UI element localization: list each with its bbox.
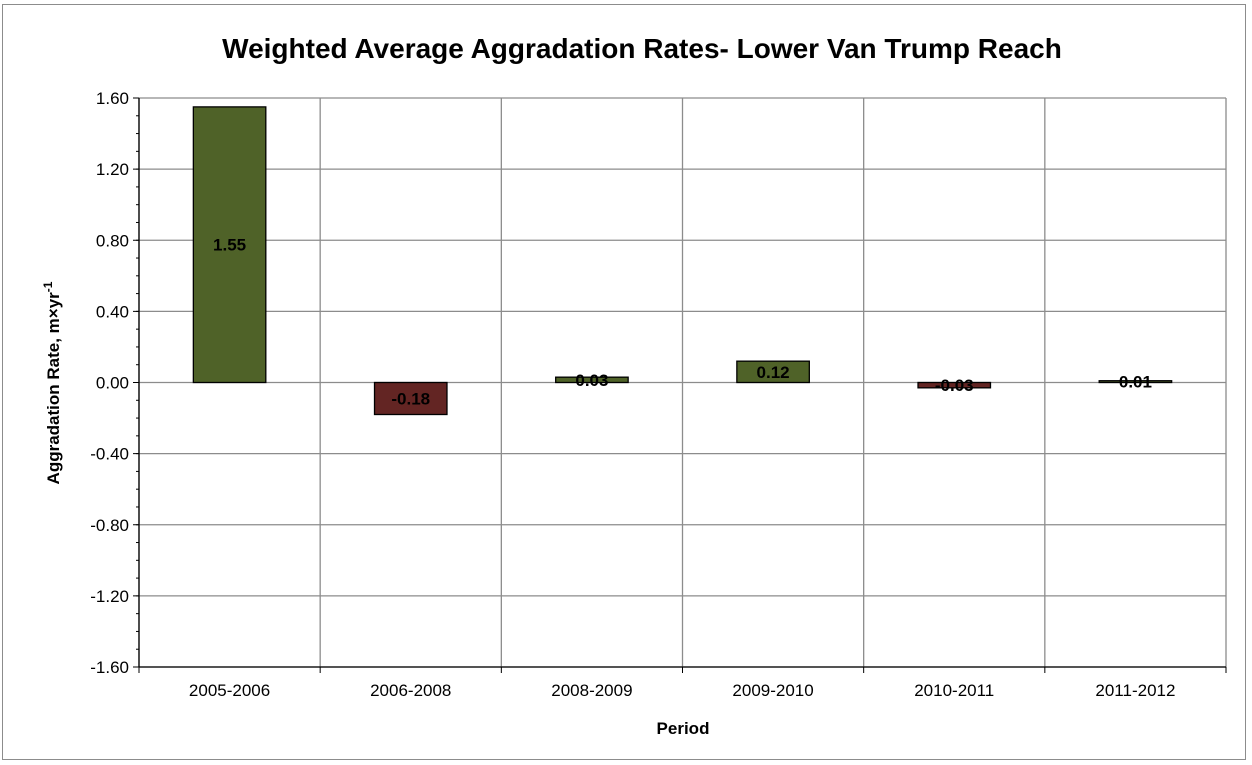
data-label-2006-2008: -0.18 xyxy=(391,390,430,409)
x-tick-label: 2010-2011 xyxy=(914,681,994,700)
y-tick-label: 1.60 xyxy=(96,89,129,108)
tick-labels: 1.60 1.20 0.80 0.40 0.00 -0.40 -0.80 -1.20 -1.60… xyxy=(90,89,1175,700)
data-label-2010-2011: -0.03 xyxy=(935,376,974,395)
y-tick-label: -0.80 xyxy=(90,516,129,535)
bar-2008-2009 xyxy=(555,376,629,384)
bar-2010-2011 xyxy=(917,381,992,389)
bars xyxy=(192,106,1173,416)
x-tick-label: 2005-2006 xyxy=(189,681,270,700)
y-tick-label: -0.40 xyxy=(90,445,129,464)
x-tick-label: 2009-2010 xyxy=(732,681,813,700)
y-tick-label: 1.20 xyxy=(96,160,129,179)
data-label-2009-2010: 0.12 xyxy=(757,363,790,382)
bar-2006-2008 xyxy=(373,381,448,416)
y-tick-label: -1.20 xyxy=(90,587,129,606)
grid xyxy=(138,97,1227,668)
data-label-2008-2009: 0.03 xyxy=(575,371,608,390)
data-labels: 1.55 -0.18 0.03 0.12 -0.03 0.01 xyxy=(213,236,1152,409)
y-tick-label: 0.80 xyxy=(96,231,129,250)
y-axis-label-main: Aggradation Rate, m×yr xyxy=(44,292,63,485)
data-label-2005-2006: 1.55 xyxy=(213,236,246,255)
x-tick-label: 2006-2008 xyxy=(370,681,451,700)
x-axis-label: Period xyxy=(657,719,710,738)
bar-2005-2006 xyxy=(192,106,267,384)
x-tick-label: 2011-2012 xyxy=(1095,681,1175,700)
y-tick-label: 0.40 xyxy=(96,302,129,321)
bar-2011-2012 xyxy=(1098,380,1173,384)
y-tick-label: -1.60 xyxy=(90,658,129,677)
y-axis-label-sup: -1 xyxy=(41,281,55,292)
data-label-2011-2012: 0.01 xyxy=(1119,373,1152,392)
y-axis-label: Aggradation Rate, m×yr-1 xyxy=(41,281,63,484)
axes xyxy=(133,97,1227,673)
x-tick-label: 2008-2009 xyxy=(551,681,632,700)
y-tick-label: 0.00 xyxy=(96,374,129,393)
chart-title: Weighted Average Aggradation Rates- Lowe… xyxy=(222,33,1062,64)
bar-2009-2010 xyxy=(736,360,810,384)
